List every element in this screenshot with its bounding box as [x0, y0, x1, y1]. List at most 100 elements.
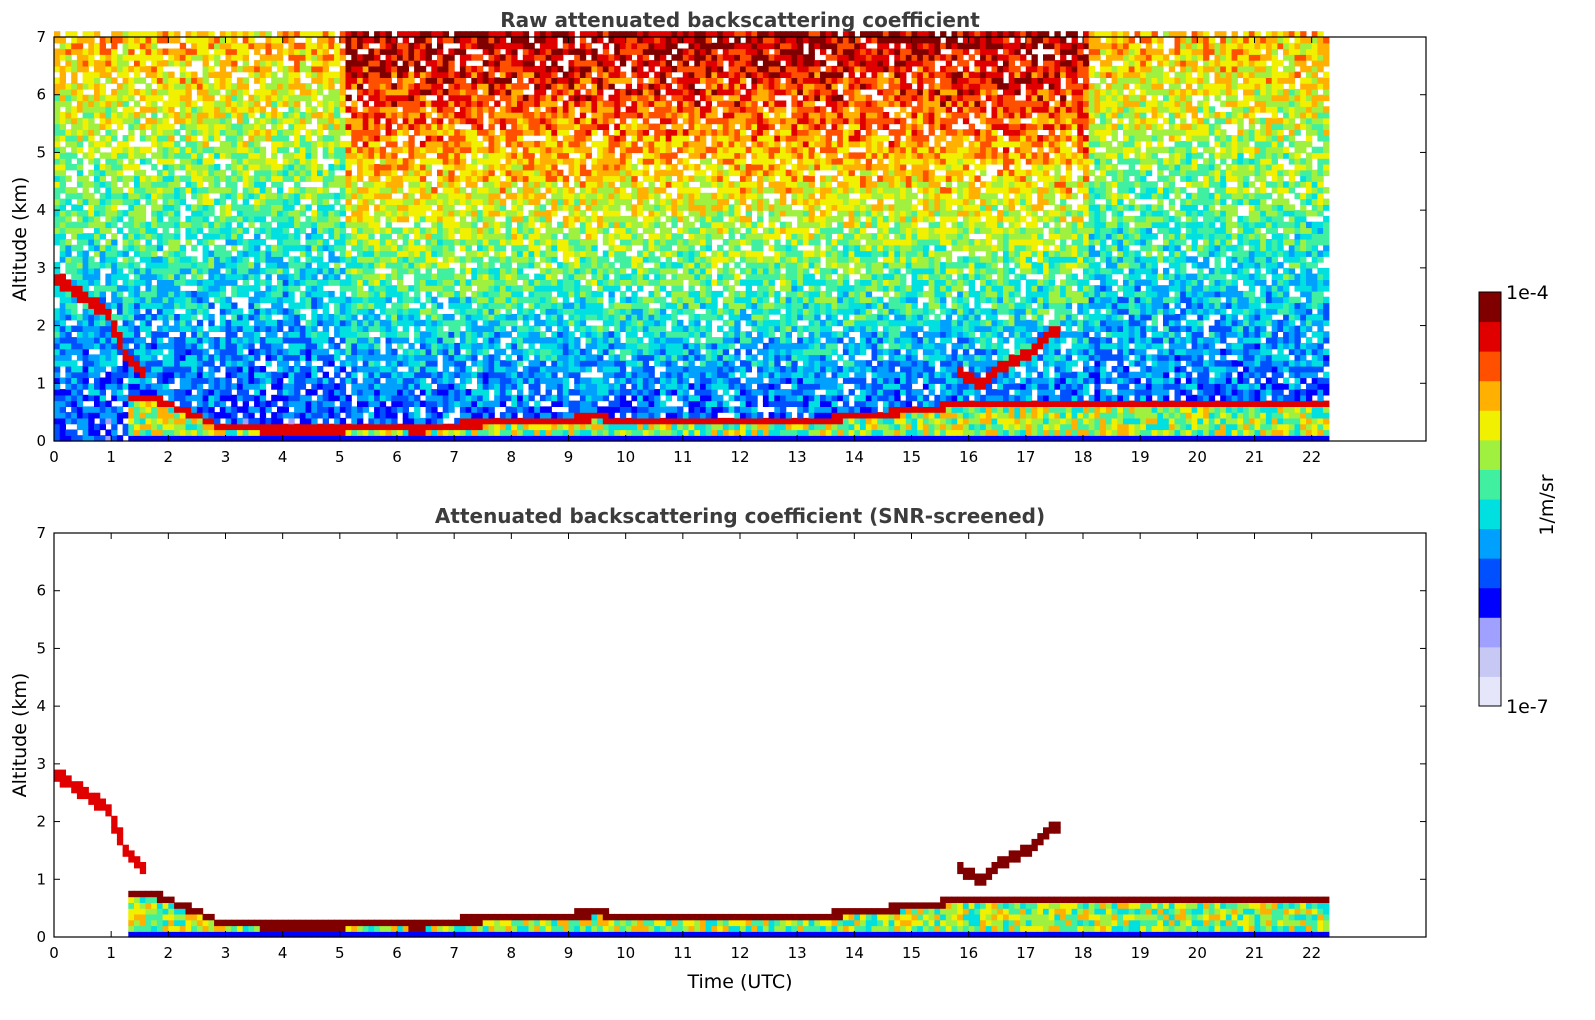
heatmap-cell — [459, 221, 467, 229]
heatmap-cell — [459, 48, 467, 55]
heatmap-cell — [408, 181, 415, 188]
heatmap-cell — [259, 198, 267, 205]
heatmap-cell — [454, 308, 461, 315]
heatmap-cell — [328, 60, 335, 67]
heatmap-cell — [419, 42, 427, 50]
heatmap-cell — [351, 435, 358, 442]
heatmap-cell — [145, 221, 152, 229]
heatmap-cell — [128, 429, 135, 436]
heatmap-cell — [477, 192, 484, 200]
heatmap-cell — [299, 244, 307, 252]
heatmap-cell — [362, 319, 369, 327]
heatmap-cell — [379, 42, 387, 50]
heatmap-cell — [219, 227, 227, 234]
heatmap-cell — [288, 88, 295, 96]
heatmap-cell — [259, 31, 267, 38]
heatmap-cell — [494, 83, 501, 90]
heatmap-cell — [482, 77, 489, 84]
heatmap-cell — [208, 429, 215, 436]
heatmap-cell — [419, 106, 427, 113]
heatmap-cell — [517, 140, 524, 148]
heatmap-cell — [76, 227, 84, 234]
heatmap-cell — [65, 31, 72, 38]
heatmap-cell — [122, 429, 129, 436]
heatmap-cell — [488, 198, 495, 205]
heatmap-cell — [59, 77, 66, 84]
heatmap-cell — [202, 429, 209, 436]
heatmap-cell — [448, 394, 455, 402]
heatmap-cell — [254, 187, 261, 194]
heatmap-cell — [482, 366, 489, 373]
heatmap-cell — [499, 146, 507, 154]
heatmap-cell — [196, 325, 204, 332]
heatmap-cell — [322, 308, 329, 315]
heatmap-cell — [168, 164, 175, 171]
heatmap-cell — [271, 423, 278, 431]
heatmap-cell — [397, 198, 404, 205]
heatmap-cell — [208, 273, 215, 280]
heatmap-cell — [242, 406, 249, 413]
heatmap-cell — [459, 273, 467, 280]
heatmap-cell — [328, 152, 335, 159]
heatmap-cell — [322, 123, 329, 130]
heatmap-cell — [511, 244, 518, 252]
heatmap-cell — [265, 100, 272, 107]
heatmap-cell — [242, 83, 249, 90]
heatmap-cell — [391, 210, 398, 217]
heatmap-cell — [454, 158, 461, 165]
heatmap-cell — [454, 394, 461, 402]
heatmap-cell — [374, 37, 381, 44]
heatmap-cell — [288, 221, 295, 229]
heatmap-cell — [374, 239, 381, 246]
heatmap-cell — [202, 423, 209, 431]
heatmap-cell — [156, 65, 164, 73]
heatmap-cell — [362, 239, 369, 246]
heatmap-cell — [505, 169, 512, 177]
heatmap-cell — [442, 371, 449, 379]
heatmap-cell — [156, 279, 164, 286]
heatmap-cell — [128, 221, 135, 229]
heatmap-cell — [122, 296, 129, 304]
heatmap-cell — [317, 83, 324, 90]
heatmap-cell — [499, 239, 507, 246]
heatmap-cell — [379, 250, 387, 257]
heatmap-cell — [385, 100, 392, 107]
heatmap-cell — [328, 267, 335, 275]
heatmap-cell — [305, 412, 312, 419]
heatmap-cell — [185, 112, 192, 119]
heatmap-cell — [105, 406, 112, 413]
heatmap-cell — [242, 412, 249, 419]
heatmap-cell — [471, 394, 478, 402]
heatmap-cell — [71, 71, 78, 78]
heatmap-cell — [477, 227, 484, 234]
heatmap-cell — [231, 331, 238, 338]
heatmap-cell — [368, 48, 375, 55]
heatmap-cell — [454, 417, 461, 425]
heatmap-cell — [248, 371, 255, 379]
heatmap-cell — [288, 54, 295, 61]
heatmap-cell — [225, 256, 232, 263]
heatmap-cell — [357, 394, 364, 402]
heatmap-cell — [151, 337, 158, 344]
heatmap-cell — [305, 239, 312, 246]
heatmap-cell — [145, 325, 152, 332]
heatmap-cell — [128, 227, 135, 234]
heatmap-cell — [294, 412, 301, 419]
heatmap-cell — [282, 83, 289, 90]
heatmap-cell — [116, 337, 124, 344]
heatmap-cell — [71, 152, 78, 159]
heatmap-cell — [214, 285, 221, 292]
heatmap-cell — [322, 389, 329, 396]
heatmap-cell — [219, 146, 227, 154]
heatmap-cell — [59, 94, 66, 102]
heatmap-cell — [414, 423, 421, 431]
heatmap-cell — [208, 187, 215, 194]
heatmap-cell — [156, 135, 164, 142]
heatmap-cell — [397, 342, 404, 350]
heatmap-cell — [368, 146, 375, 154]
heatmap-cell — [179, 337, 187, 344]
heatmap-cell — [254, 371, 261, 379]
heatmap-cell — [465, 371, 472, 379]
heatmap-cell — [174, 31, 181, 38]
heatmap-cell — [282, 244, 289, 252]
